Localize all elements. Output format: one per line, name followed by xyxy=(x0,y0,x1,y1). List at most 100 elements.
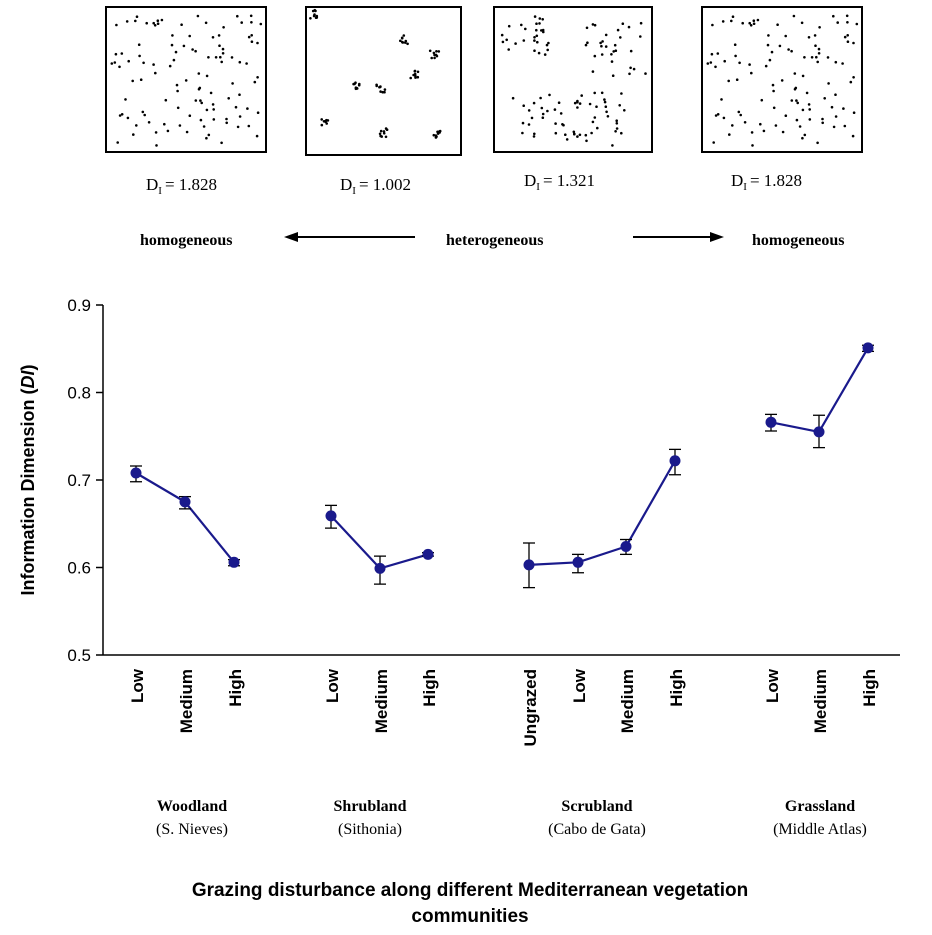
pattern-point xyxy=(604,45,608,48)
pattern-point xyxy=(220,141,223,145)
pattern-point xyxy=(573,101,577,105)
pattern-point xyxy=(256,41,259,45)
pattern-point xyxy=(706,62,710,65)
pattern-point xyxy=(849,80,853,84)
pattern-point xyxy=(843,124,847,128)
pattern-point xyxy=(212,108,215,111)
y-tick-label: 0.5 xyxy=(67,646,91,665)
pattern-point xyxy=(709,61,713,64)
pattern-point xyxy=(764,64,768,68)
pattern-point xyxy=(325,122,329,125)
pattern-point xyxy=(611,144,614,147)
pattern-point xyxy=(250,21,253,24)
pattern-point xyxy=(530,116,534,120)
pattern-point xyxy=(600,53,604,56)
scale-label-middle: heterogeneous xyxy=(446,232,543,249)
pattern-point xyxy=(852,41,855,45)
pattern-point xyxy=(541,116,545,119)
arrow-left-head xyxy=(284,232,298,242)
heterogeneity-scale: homogeneous heterogeneous homogeneous xyxy=(140,232,844,249)
pattern-point xyxy=(142,61,145,65)
pattern-point xyxy=(807,103,811,106)
pattern-point xyxy=(595,105,598,108)
pattern-point xyxy=(548,93,551,97)
pattern-point xyxy=(205,108,209,112)
pattern-point xyxy=(639,35,642,38)
pattern-point xyxy=(734,54,737,58)
pattern-point xyxy=(514,42,517,45)
pattern-point xyxy=(152,63,155,66)
pattern-point xyxy=(593,116,597,119)
pattern-label-prefix: D xyxy=(524,171,536,190)
x-category-label: High xyxy=(667,669,686,707)
pattern-point xyxy=(553,108,557,111)
pattern-label-subscript: I xyxy=(536,181,540,193)
pattern-point xyxy=(134,19,137,23)
pattern-point xyxy=(246,107,249,110)
pattern-point xyxy=(435,50,438,53)
data-point xyxy=(130,467,142,479)
pattern-point xyxy=(851,134,855,138)
pattern-point xyxy=(205,136,208,140)
pattern-label-subscript: I xyxy=(352,185,356,197)
pattern-point xyxy=(815,55,818,59)
pattern-point xyxy=(125,20,129,23)
arrow-right-head xyxy=(710,232,724,242)
pattern-point xyxy=(539,96,542,100)
pattern-point xyxy=(202,125,206,128)
pattern-point xyxy=(145,21,148,25)
pattern-point xyxy=(585,26,589,30)
pattern-point xyxy=(354,81,357,84)
pattern-point xyxy=(536,40,539,44)
pattern-point xyxy=(644,72,647,75)
pattern-point xyxy=(436,130,439,134)
pattern-point xyxy=(629,49,633,53)
pattern-point xyxy=(772,89,775,93)
pattern-point xyxy=(227,97,230,100)
pattern-point xyxy=(576,106,579,109)
pattern-point xyxy=(127,59,130,63)
pattern-point xyxy=(135,15,139,18)
pattern-label-prefix: D xyxy=(340,175,352,194)
pattern-point xyxy=(800,21,804,25)
pattern-point xyxy=(843,35,847,39)
group-name: Woodland xyxy=(157,798,227,815)
pattern-point xyxy=(120,52,124,55)
x-axis-title-line1: Grazing disturbance along different Medi… xyxy=(192,880,748,901)
pattern-point xyxy=(813,34,817,37)
pattern-point xyxy=(240,21,243,24)
pattern-panel: DI = 1.002 xyxy=(305,6,462,197)
pattern-point xyxy=(621,22,625,26)
series-group-grassland: Low Medium High Grassland (Middle Atlas) xyxy=(763,342,879,838)
pattern-point xyxy=(414,76,417,79)
pattern-point xyxy=(554,122,557,125)
pattern-point xyxy=(384,135,388,139)
pattern-point xyxy=(522,39,526,42)
pattern-point xyxy=(591,120,595,124)
pattern-point xyxy=(584,133,588,137)
pattern-point xyxy=(546,109,549,113)
x-category-label: Low xyxy=(323,668,342,703)
pattern-point xyxy=(184,79,188,82)
pattern-point xyxy=(603,98,606,101)
pattern-point xyxy=(379,90,382,93)
pattern-point xyxy=(320,123,324,127)
pattern-point xyxy=(781,130,785,134)
pattern-point xyxy=(759,122,762,126)
pattern-point xyxy=(176,89,179,93)
y-tick-label: 0.7 xyxy=(67,471,91,490)
pattern-point xyxy=(832,125,836,129)
pattern-point xyxy=(564,133,567,136)
pattern-point xyxy=(401,41,405,44)
data-point xyxy=(374,562,386,574)
pattern-point xyxy=(565,138,569,141)
pattern-point xyxy=(188,114,192,117)
pattern-point xyxy=(605,110,608,114)
x-axis-title-line2: communities xyxy=(411,906,528,927)
pattern-point xyxy=(521,121,525,125)
pattern-point xyxy=(776,23,779,27)
pattern-point xyxy=(533,15,537,18)
pattern-dimension-label: DI = 1.002 xyxy=(340,175,411,197)
pattern-point xyxy=(217,34,221,37)
pattern-point xyxy=(541,112,545,116)
